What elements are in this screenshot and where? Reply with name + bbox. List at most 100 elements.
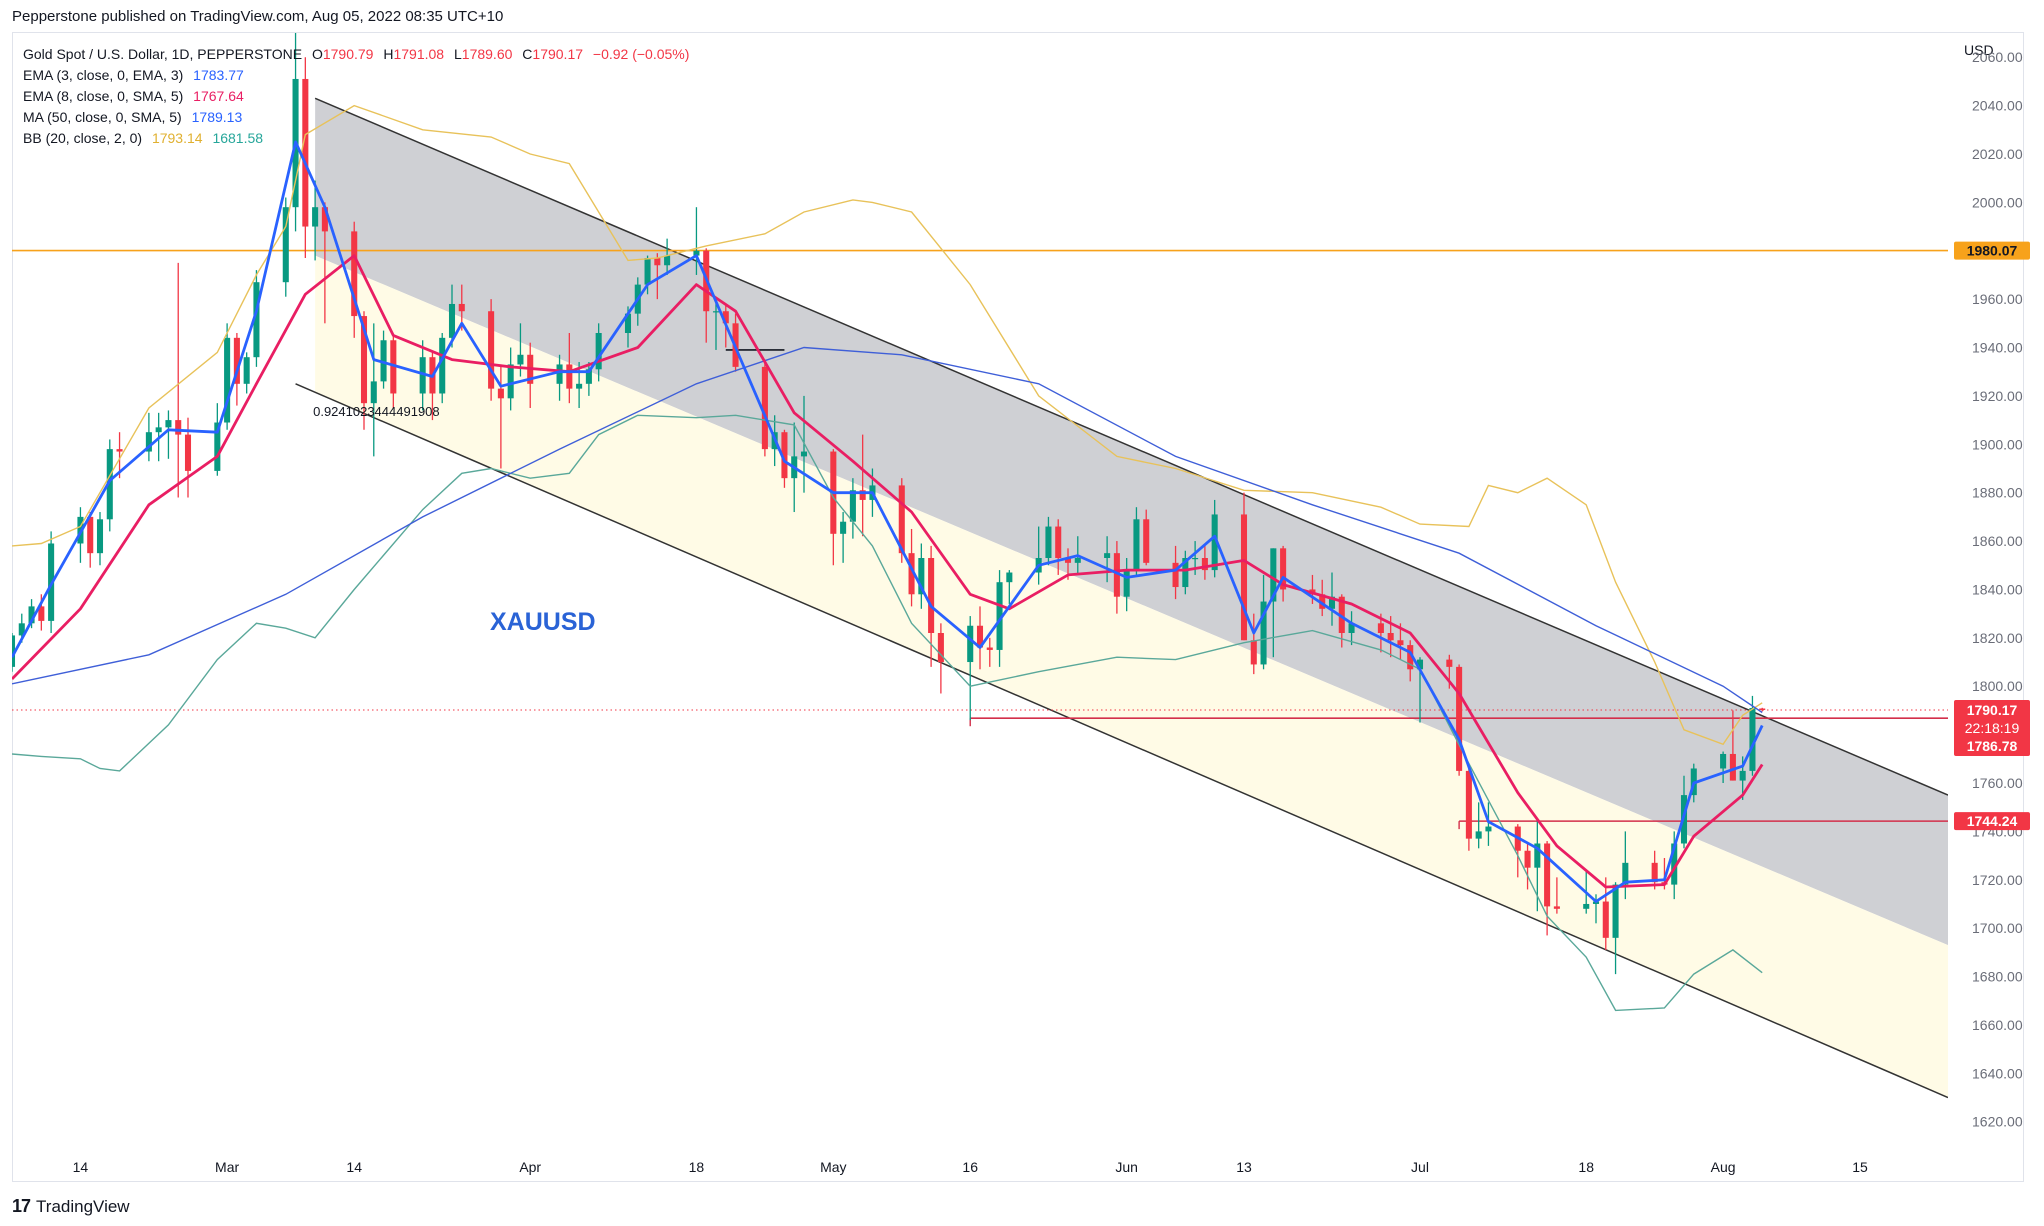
- candle-body[interactable]: [996, 582, 1003, 650]
- candle-body[interactable]: [1446, 659, 1453, 667]
- candle-body[interactable]: [1260, 601, 1267, 665]
- fib-level-label[interactable]: 0.9241023444491908: [313, 404, 440, 419]
- candle-body[interactable]: [1328, 596, 1336, 609]
- candle-body[interactable]: [1583, 903, 1590, 909]
- candle-body[interactable]: [155, 427, 162, 433]
- candle-body[interactable]: [96, 519, 104, 554]
- bollinger-upper-band[interactable]: [12, 104, 1763, 746]
- candle-body[interactable]: [1749, 708, 1756, 771]
- candle-body[interactable]: [517, 354, 524, 365]
- candle-body[interactable]: [1407, 645, 1414, 670]
- candle-body[interactable]: [106, 449, 113, 520]
- level-1980-label-box[interactable]: [1954, 241, 2030, 260]
- legend-ema3[interactable]: EMA (3, close, 0, EMA, 3) 1783.77: [23, 65, 689, 86]
- candle-body[interactable]: [1544, 843, 1551, 907]
- candle-body[interactable]: [1456, 666, 1463, 771]
- candle-body[interactable]: [722, 311, 729, 324]
- candle-body[interactable]: [302, 78, 309, 227]
- candle-body[interactable]: [644, 258, 651, 285]
- candle-body[interactable]: [986, 647, 993, 650]
- candle-body[interactable]: [214, 422, 221, 471]
- candle-body[interactable]: [282, 207, 289, 283]
- candle-body[interactable]: [1465, 770, 1472, 839]
- candle-body[interactable]: [175, 420, 182, 435]
- candle-body[interactable]: [937, 633, 944, 663]
- candle-body[interactable]: [1045, 526, 1052, 558]
- last-price-box[interactable]: [1954, 700, 2030, 757]
- candle-body[interactable]: [918, 558, 925, 595]
- candle-body[interactable]: [1270, 548, 1277, 602]
- candle-body[interactable]: [360, 316, 368, 404]
- candle-body[interactable]: [1211, 514, 1218, 571]
- candle-body[interactable]: [566, 364, 573, 389]
- candle-body[interactable]: [1524, 850, 1531, 868]
- candle-body[interactable]: [967, 625, 974, 663]
- candle-body[interactable]: [18, 623, 25, 636]
- legend-bb[interactable]: BB (20, close, 2, 0) 1793.14 1681.58: [23, 128, 689, 149]
- candle-body[interactable]: [976, 625, 984, 648]
- candle-body[interactable]: [1729, 753, 1736, 781]
- bollinger-lower-band[interactable]: [12, 414, 1763, 1012]
- candle-body[interactable]: [1104, 553, 1111, 558]
- candle-body[interactable]: [693, 250, 700, 256]
- candle-body[interactable]: [448, 303, 456, 338]
- candle-body[interactable]: [898, 485, 905, 554]
- candle-body[interactable]: [233, 337, 240, 384]
- level-1744-label-box[interactable]: [1954, 812, 2030, 831]
- candle-body[interactable]: [928, 558, 935, 633]
- candle-body[interactable]: [1240, 514, 1248, 641]
- candle-body[interactable]: [380, 340, 387, 382]
- candle-body[interactable]: [908, 553, 915, 595]
- candle-body[interactable]: [1172, 562, 1179, 588]
- candle-body[interactable]: [1201, 558, 1208, 571]
- candle-body[interactable]: [1250, 640, 1257, 665]
- candle-body[interactable]: [654, 258, 661, 266]
- candle-body[interactable]: [224, 337, 231, 423]
- candle-body[interactable]: [1416, 659, 1424, 670]
- candle-body[interactable]: [576, 383, 583, 389]
- candle-body[interactable]: [507, 364, 514, 399]
- candle-body[interactable]: [419, 357, 426, 394]
- legend-ma50[interactable]: MA (50, close, 0, SMA, 5) 1789.13: [23, 107, 689, 128]
- candle-body[interactable]: [1123, 570, 1130, 597]
- candle-body[interactable]: [1064, 558, 1072, 563]
- candle-body[interactable]: [781, 432, 788, 479]
- candle-body[interactable]: [624, 313, 632, 333]
- candle-body[interactable]: [585, 369, 592, 384]
- candle-body[interactable]: [1602, 901, 1609, 938]
- candle-body[interactable]: [1534, 843, 1541, 868]
- candle-body[interactable]: [351, 231, 358, 317]
- candle-body[interactable]: [1182, 558, 1189, 588]
- candle-body[interactable]: [1348, 623, 1355, 633]
- channel-lower-line[interactable]: [295, 383, 1948, 1099]
- ema8-line[interactable]: [12, 254, 1764, 889]
- candle-body[interactable]: [712, 311, 720, 313]
- candle-body[interactable]: [497, 388, 504, 399]
- candle-body[interactable]: [1113, 553, 1120, 597]
- candle-body[interactable]: [243, 357, 250, 384]
- candle-body[interactable]: [595, 333, 602, 370]
- xauusd-annotation[interactable]: XAUUSD: [490, 608, 596, 636]
- candle-body[interactable]: [370, 381, 377, 404]
- candle-body[interactable]: [1485, 826, 1492, 832]
- candle-body[interactable]: [849, 490, 856, 522]
- candle-body[interactable]: [664, 255, 671, 266]
- candle-body[interactable]: [1397, 640, 1404, 646]
- candle-body[interactable]: [1280, 548, 1287, 590]
- candle-body[interactable]: [9, 635, 16, 667]
- candle-body[interactable]: [800, 451, 808, 457]
- candle-body[interactable]: [1006, 572, 1013, 583]
- ema3-line[interactable]: [12, 140, 1764, 903]
- candle-body[interactable]: [321, 207, 328, 232]
- candle-body[interactable]: [28, 606, 35, 624]
- candle-body[interactable]: [1622, 862, 1629, 885]
- candle-body[interactable]: [859, 490, 866, 500]
- candle-body[interactable]: [1338, 596, 1345, 633]
- candle-body[interactable]: [145, 432, 152, 452]
- candle-body[interactable]: [556, 364, 563, 384]
- candle-body[interactable]: [1651, 862, 1658, 883]
- candle-body[interactable]: [312, 207, 319, 227]
- candle-body[interactable]: [116, 449, 123, 452]
- candle-body[interactable]: [840, 521, 847, 534]
- candle-body[interactable]: [1612, 884, 1619, 938]
